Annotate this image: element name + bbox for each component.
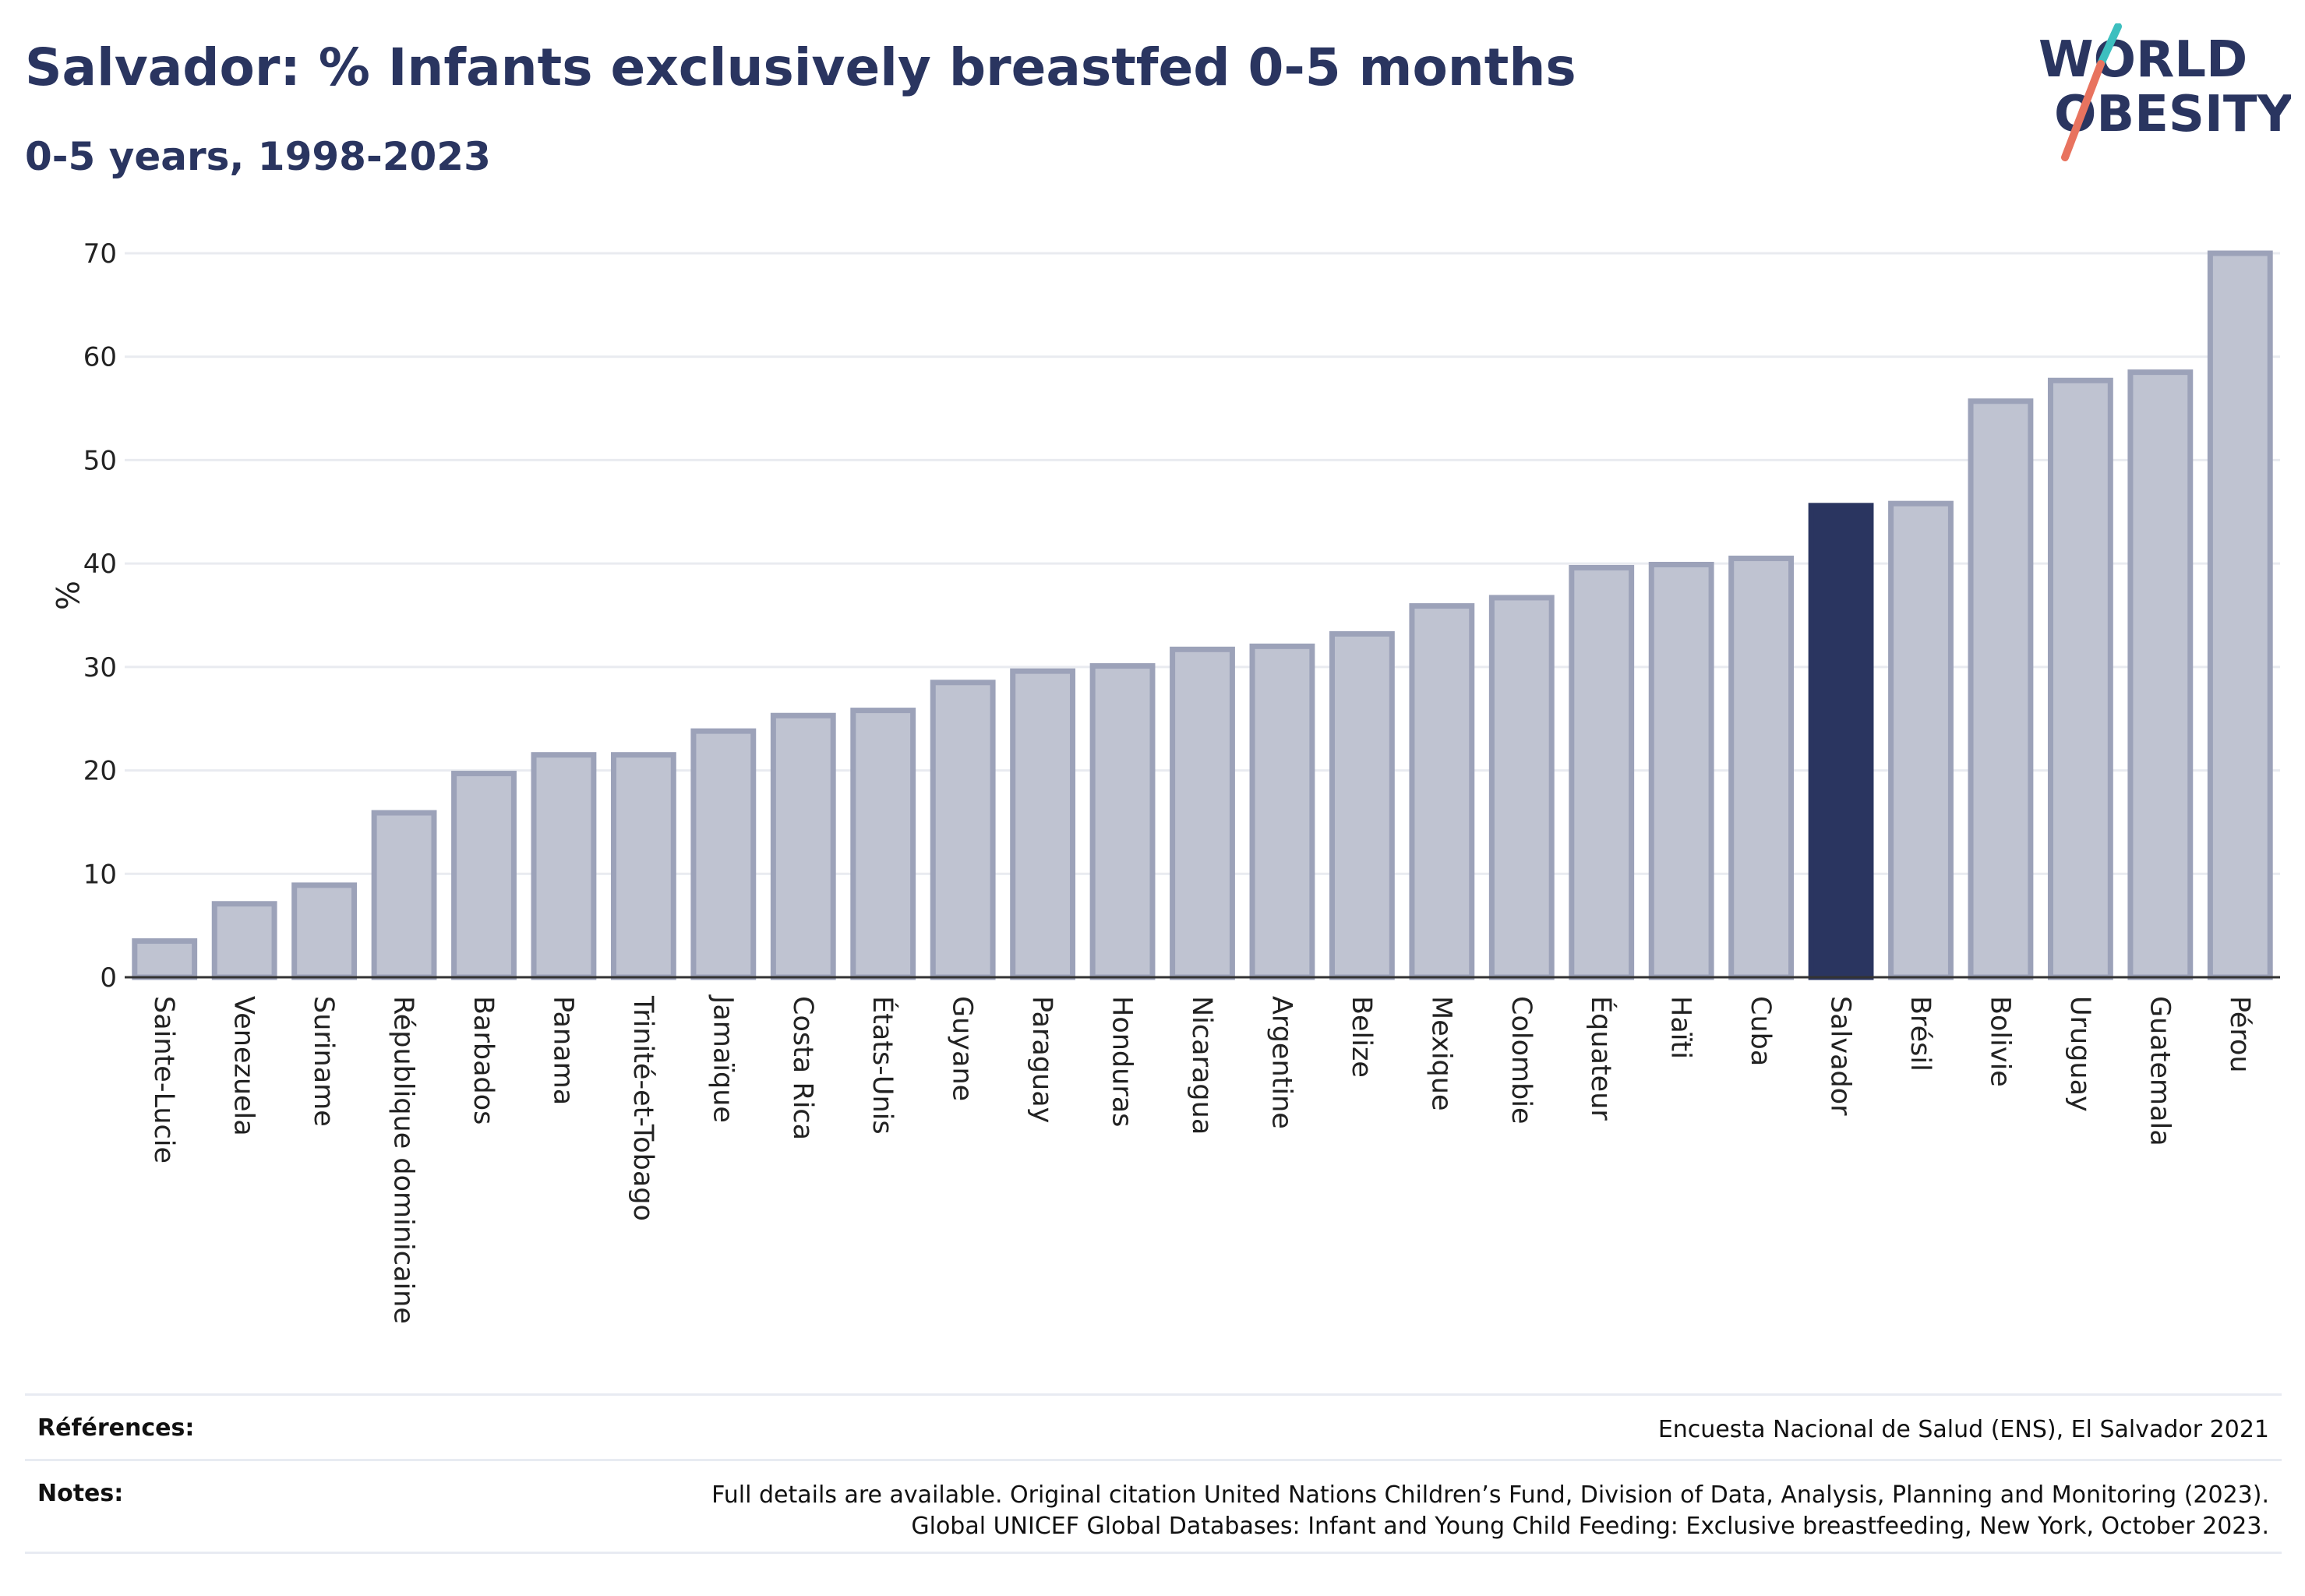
bar-22 [1888,500,1954,980]
category-label: Guatemala [2144,996,2175,1146]
bar-17 [1488,595,1555,980]
category-label: Panama [547,996,578,1105]
category-label: Cuba [1745,996,1776,1066]
y-tick-label: 0 [100,962,117,994]
bar-6 [610,752,676,980]
y-axis-title: % [48,581,84,610]
category-label: Haïti [1665,996,1696,1059]
category-label: Trinité-et-Tobago [627,995,658,1221]
references-row: Références: Encuesta Nacional de Salud (… [25,1393,2282,1459]
category-label: Costa Rica [787,996,818,1140]
bar-12 [1089,663,1156,980]
bar-25 [2127,369,2194,980]
references-text: Encuesta Nacional de Salud (ENS), El Sal… [1657,1416,2269,1443]
y-tick-label: 50 [83,445,117,476]
bar-18 [1569,564,1635,980]
category-label: Salvador [1825,996,1856,1116]
category-labels: Sainte-Lucie Venezuela Suriname République … [148,994,2255,1324]
y-tick-label: 10 [83,859,117,890]
bar-11 [1010,668,1076,980]
notes-line-2: Global UNICEF Global Databases: Infant a… [911,1513,2269,1540]
category-label: République dominicaine [388,996,419,1324]
world-obesity-logo: WORLD OBESITY [2038,23,2291,161]
bar-10 [930,680,996,980]
category-label: Paraguay [1026,996,1057,1123]
bar-24 [2047,377,2113,980]
category-label: Nicaragua [1186,996,1217,1135]
y-tick-label: 40 [83,549,117,580]
bar-13 [1170,646,1235,980]
bars [132,250,2273,980]
bar-19 [1648,561,1714,980]
bar-chart: 0 10 20 30 40 50 60 70 Sainte-Lucie Venezuela Sur… [48,238,2280,1324]
category-label: États-Unis [867,996,899,1135]
bar-16 [1409,603,1475,980]
category-label: Honduras [1107,996,1138,1127]
bar-2 [291,882,358,980]
y-tick-label: 30 [83,652,117,683]
category-label: Belize [1346,996,1377,1078]
bar-4 [451,771,517,980]
category-label: Suriname [308,996,339,1127]
bar-14 [1249,643,1315,980]
category-label: Équateur [1585,996,1618,1121]
bar-7 [690,728,757,980]
bar-0 [132,938,198,980]
bar-23 [1968,398,2034,980]
chart-subtitle: 0-5 years, 1998-2023 [25,134,491,179]
bar-5 [531,752,597,980]
bar-15 [1329,630,1395,980]
notes-line-1: Full details are available. Original cit… [711,1481,2269,1509]
logo-line-world: WORLD [2038,31,2247,89]
bar-21 [1808,503,1874,980]
references-label: Références: [37,1414,195,1442]
logo-line-obesity: OBESITY [2054,86,2291,143]
category-label: Sainte-Lucie [148,996,179,1163]
y-tick-label: 70 [83,238,117,270]
y-tick-label: 20 [83,756,117,787]
category-label: Guyane [947,996,978,1101]
notes-text: Full details are available. Original cit… [711,1480,2269,1542]
category-label: Brésil [1904,996,1936,1072]
bar-9 [850,708,916,980]
category-label: Venezuela [228,996,259,1136]
y-tick-label: 60 [83,342,117,373]
category-label: Argentine [1265,996,1297,1129]
bar-26 [2207,250,2273,980]
bar-1 [211,901,277,980]
logo-slash-bottom [2061,60,2105,161]
chart-title: Salvador: % Infants exclusively breastfe… [25,37,1576,97]
category-label: Mexique [1425,996,1456,1111]
logo-slash-top [2097,23,2122,68]
notes-label: Notes: [37,1480,124,1507]
bar-3 [371,810,437,980]
bar-20 [1728,556,1795,980]
category-label: Barbados [468,996,499,1125]
notes-row: Notes: Full details are available. Origi… [25,1459,2282,1554]
bar-8 [770,712,836,980]
category-label: Uruguay [2064,996,2095,1112]
category-label: Jamaïque [707,994,738,1123]
category-label: Pérou [2224,996,2255,1073]
category-label: Bolivie [1984,996,2015,1087]
category-label: Colombie [1505,996,1537,1125]
